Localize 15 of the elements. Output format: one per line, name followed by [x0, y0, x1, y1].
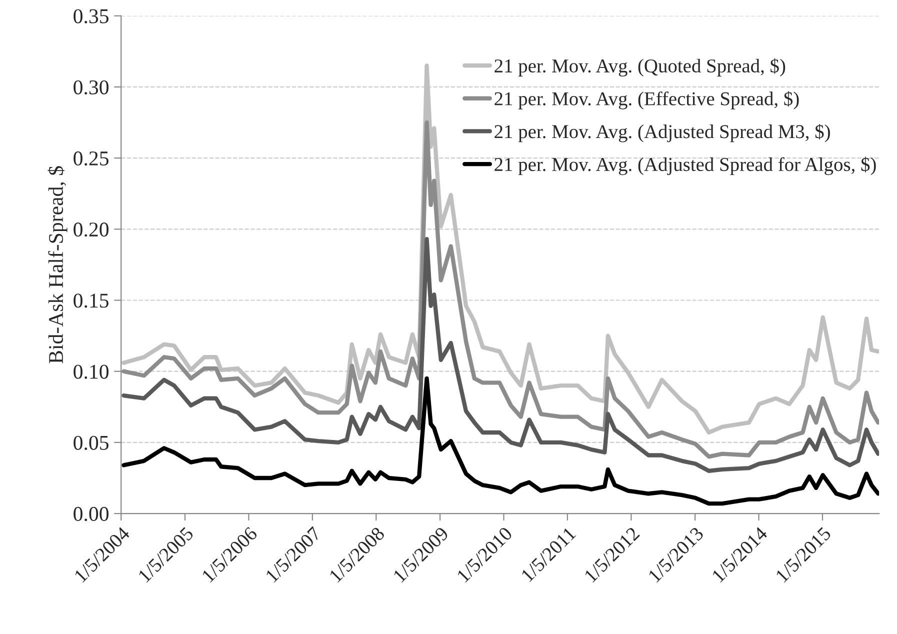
y-axis-title: Bid-Ask Half-Spread, $ [48, 166, 68, 364]
line-series [122, 376, 880, 506]
y-tick-label: 0.15 [74, 294, 108, 308]
legend-label: 21 per. Mov. Avg. (Adjusted Spread for Algos, $) [494, 156, 876, 176]
legend-label: 21 per. Mov. Avg. (Effective Spread, $) [494, 91, 799, 110]
y-tick-label: 0.35 [74, 9, 108, 24]
y-tick-label: 0.25 [74, 151, 108, 166]
y-tick-label: 0.20 [74, 222, 108, 237]
legend-label: 21 per. Mov. Avg. (Adjusted Spread M3, $) [494, 124, 830, 142]
y-tick-label: 0.10 [74, 364, 108, 379]
y-tick-label: 0.30 [74, 80, 108, 94]
line-series [122, 237, 880, 473]
y-tick-label: 0.00 [74, 506, 108, 522]
y-tick-label: 0.05 [74, 436, 108, 450]
legend-label: 21 per. Mov. Avg. (Quoted Spread, $) [494, 58, 786, 77]
